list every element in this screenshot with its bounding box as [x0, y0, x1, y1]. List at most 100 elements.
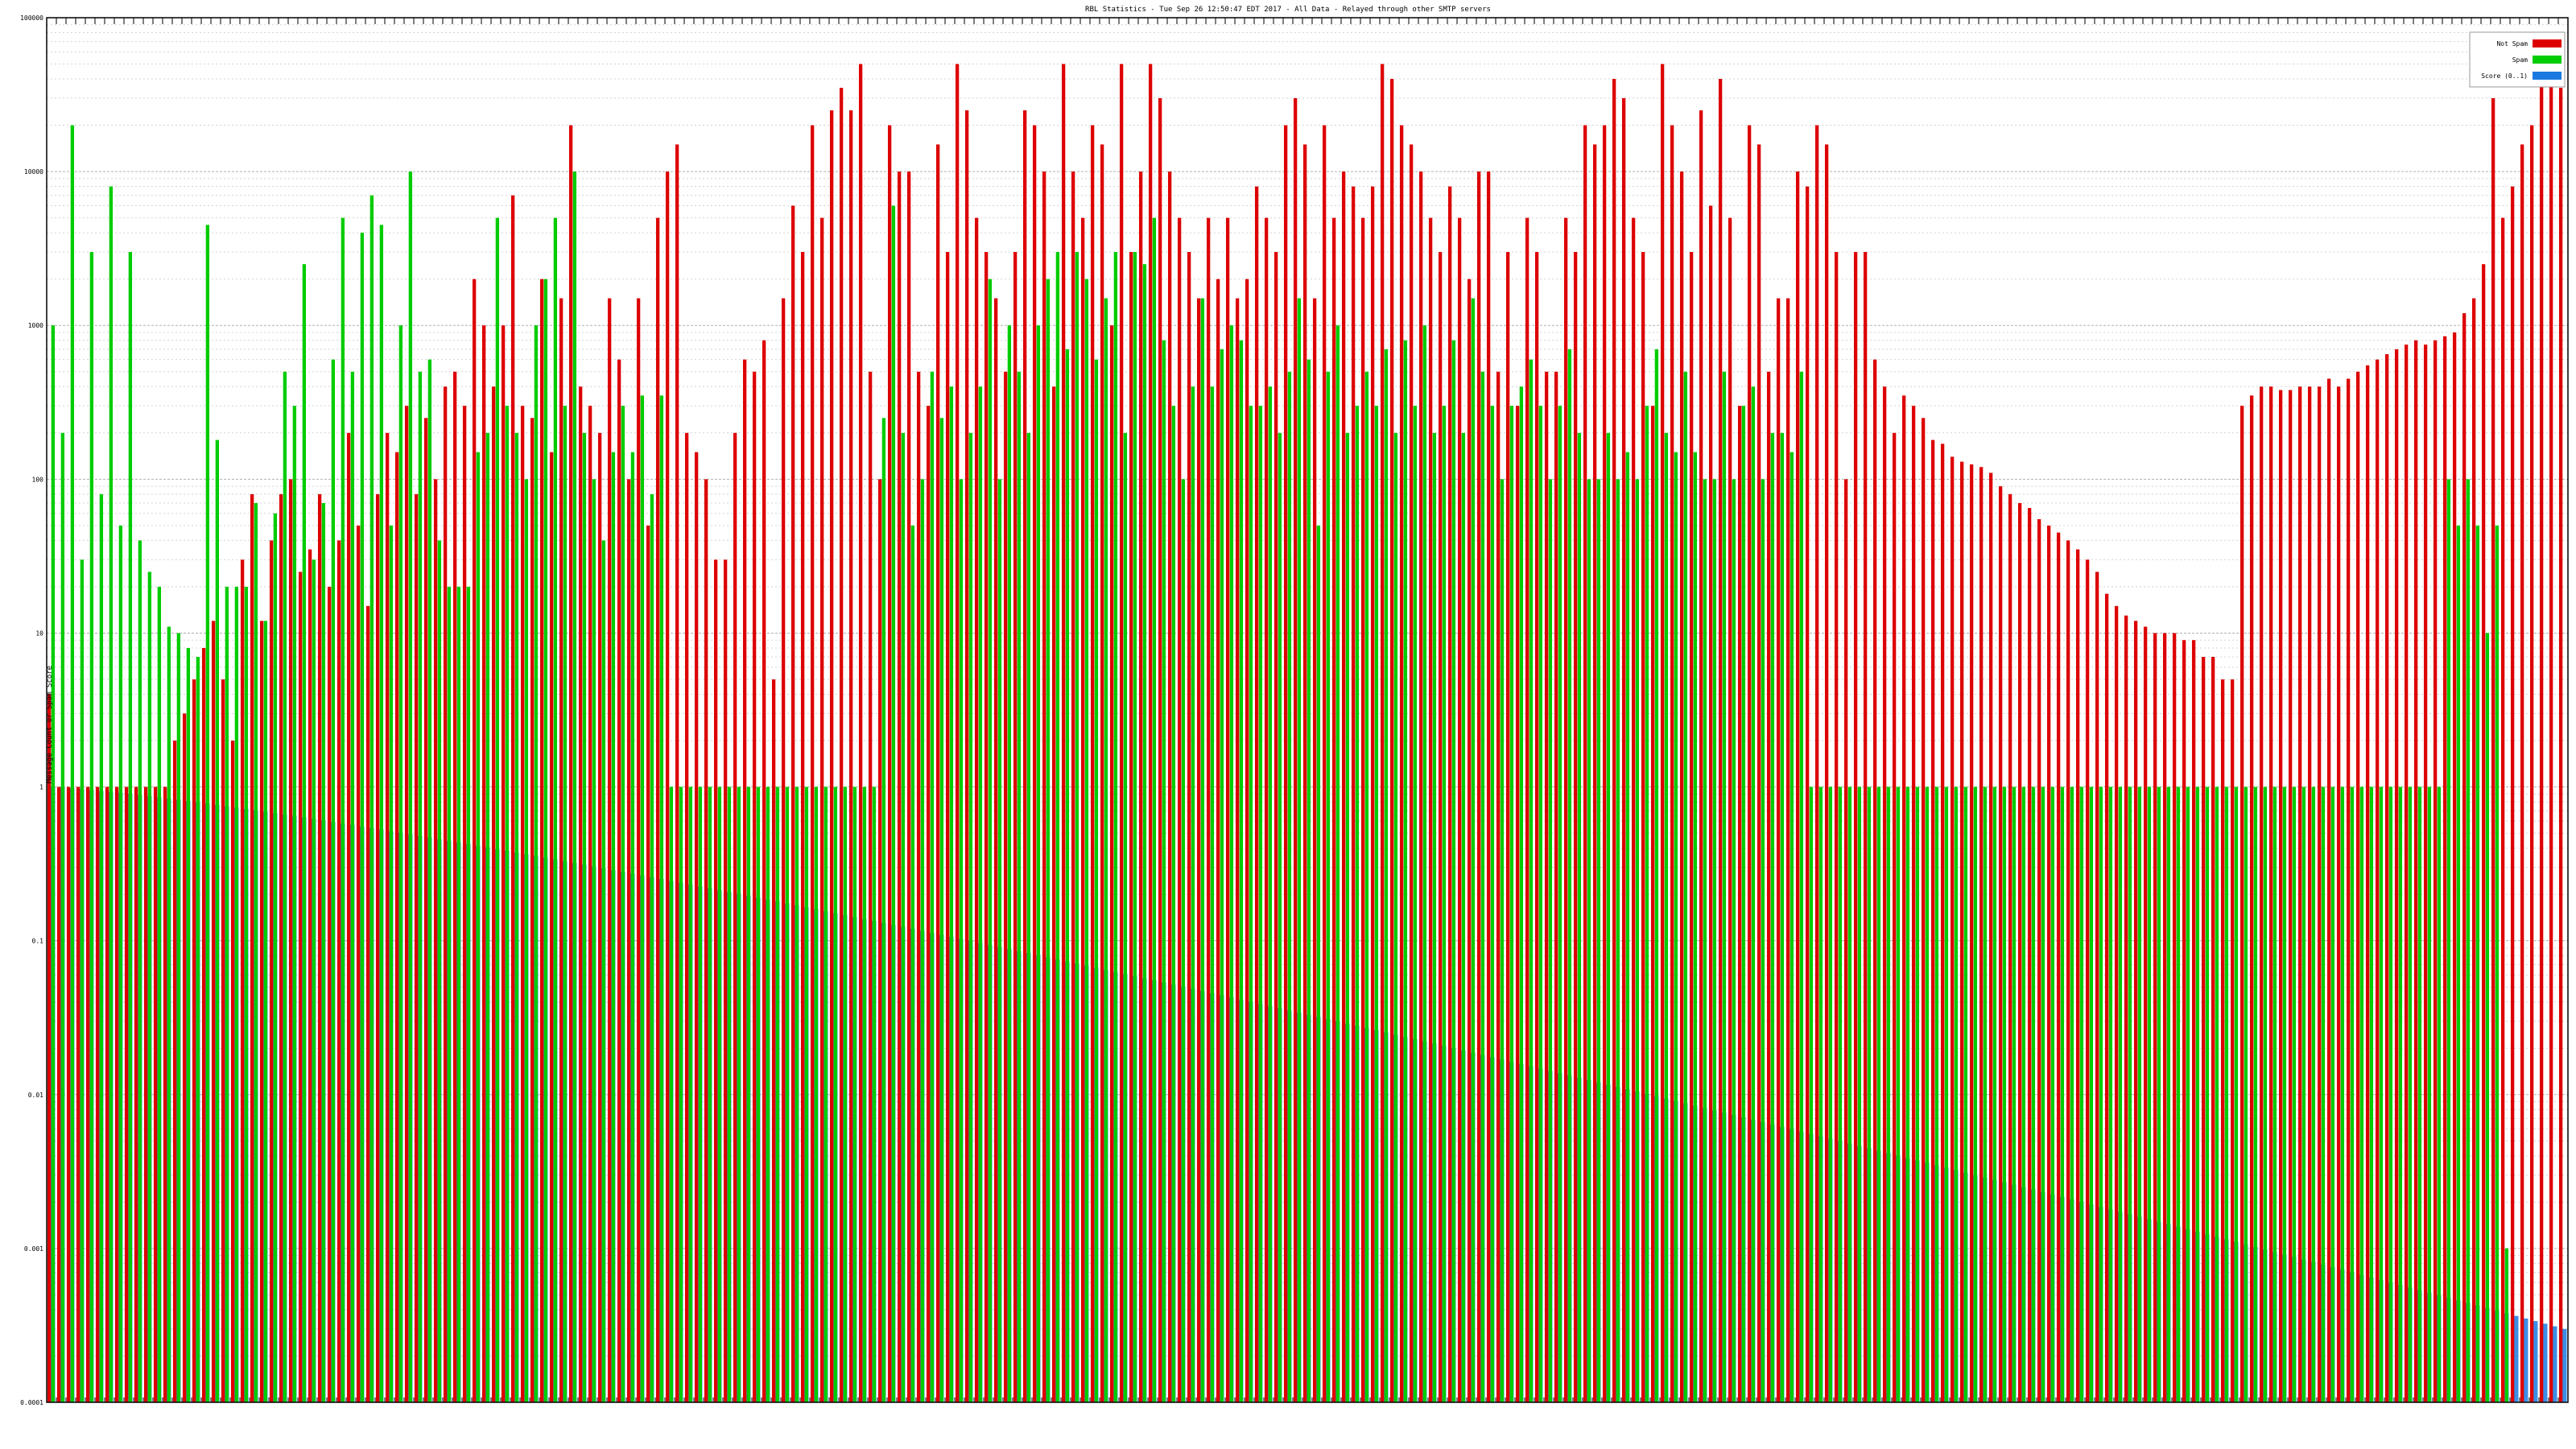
not-spam-bar — [2191, 640, 2196, 1402]
not-spam-bar — [2037, 518, 2041, 1402]
spam-bar — [1451, 340, 1456, 1402]
not-spam-bar — [1641, 252, 1645, 1402]
score-bar — [1370, 1030, 1379, 1402]
not-spam-bar — [2336, 386, 2341, 1403]
not-spam-bar — [2114, 605, 2119, 1402]
not-spam-bar — [221, 679, 225, 1402]
score-bar — [2549, 1326, 2557, 1402]
not-spam-bar — [675, 144, 679, 1402]
spam-bar — [1084, 279, 1089, 1403]
spam-bar — [1886, 786, 1891, 1402]
spam-bar — [872, 786, 877, 1402]
score-bar — [1418, 1041, 1427, 1402]
spam-bar — [427, 359, 432, 1402]
not-spam-bar — [2056, 532, 2061, 1402]
not-spam-bar — [2249, 395, 2254, 1402]
not-spam-bar — [472, 279, 477, 1403]
spam-bar — [118, 525, 123, 1402]
not-spam-bar — [2143, 626, 2148, 1402]
spam-bar — [476, 452, 481, 1402]
not-spam-bar — [1805, 186, 1810, 1402]
not-spam-bar — [1959, 461, 1964, 1402]
score-bar — [2510, 1315, 2519, 1402]
spam-bar — [2417, 786, 2422, 1402]
spam-bar — [196, 657, 200, 1402]
spam-bar — [621, 406, 625, 1402]
spam-bar — [2176, 786, 2181, 1402]
spam-bar — [988, 279, 993, 1403]
score-bar — [955, 939, 964, 1402]
not-spam-bar — [964, 110, 969, 1403]
not-spam-bar — [742, 359, 747, 1402]
spam-bar — [1944, 786, 1949, 1402]
spam-bar — [650, 493, 654, 1402]
spam-bar — [312, 559, 316, 1403]
spam-bar — [2253, 786, 2258, 1402]
not-spam-bar — [665, 171, 670, 1403]
spam-bar — [910, 525, 915, 1402]
not-spam-bar — [443, 386, 448, 1403]
not-spam-bar — [2288, 390, 2293, 1402]
spam-bar — [717, 786, 722, 1402]
spam-bar — [669, 786, 674, 1402]
spam-bar — [2128, 786, 2132, 1402]
spam-bar — [2321, 786, 2326, 1402]
spam-bar — [1693, 452, 1698, 1402]
spam-bar — [263, 621, 268, 1402]
not-spam-bar — [520, 406, 525, 1402]
score-bar — [1051, 959, 1060, 1402]
not-spam-bar — [1428, 217, 1433, 1402]
not-spam-bar — [1148, 64, 1153, 1403]
spam-bar — [833, 786, 838, 1402]
spam-bar — [1345, 432, 1350, 1402]
score-bar — [848, 917, 857, 1402]
spam-bar — [2504, 1248, 2509, 1402]
score-bar — [2558, 1328, 2567, 1402]
not-spam-bar — [626, 479, 631, 1403]
spam-bar — [447, 586, 452, 1402]
y-tick-label: 0.0001 — [20, 1399, 43, 1406]
spam-bar — [1065, 349, 1070, 1403]
not-spam-bar — [143, 786, 148, 1402]
not-spam-bar — [192, 679, 196, 1402]
y-axis-label: Message Count or Spam Score — [46, 666, 54, 783]
not-spam-bar — [2442, 336, 2447, 1402]
not-spam-bar — [288, 479, 293, 1403]
spam-bar — [2398, 786, 2403, 1402]
spam-bar — [630, 452, 635, 1402]
not-spam-bar — [1302, 144, 1307, 1402]
not-spam-bar — [568, 125, 573, 1402]
score-bar — [269, 813, 278, 1402]
not-spam-bar — [2394, 349, 2399, 1403]
score-bar — [1119, 973, 1128, 1402]
score-bar — [877, 923, 886, 1402]
spam-bar — [186, 647, 191, 1402]
spam-bar — [1674, 452, 1678, 1402]
spam-bar — [1026, 432, 1031, 1402]
not-spam-bar — [655, 217, 660, 1402]
spam-bar — [1181, 479, 1186, 1403]
spam-bar — [939, 418, 944, 1402]
spam-bar — [1654, 349, 1659, 1403]
score-bar — [1187, 989, 1195, 1402]
score-bar — [1274, 1008, 1282, 1402]
not-spam-bar — [1718, 79, 1723, 1402]
legend: Not Spam Spam Score (0..1) — [2469, 31, 2566, 88]
score-bar — [356, 826, 365, 1402]
not-spam-bar — [1138, 171, 1143, 1403]
spam-bar — [2340, 786, 2345, 1402]
score-bar — [897, 927, 906, 1402]
legend-label: Not Spam — [2496, 40, 2528, 47]
not-spam-bar — [906, 171, 911, 1403]
spam-bar — [1799, 371, 1804, 1402]
spam-bar — [1036, 325, 1041, 1403]
spam-bar — [225, 586, 229, 1402]
spam-bar — [1683, 371, 1688, 1402]
not-spam-bar — [1602, 125, 1607, 1402]
spam-bar — [611, 452, 616, 1402]
not-spam-bar — [1167, 171, 1172, 1403]
spam-bar — [1413, 406, 1418, 1402]
score-bar — [365, 828, 374, 1402]
spam-bar — [514, 432, 519, 1402]
spam-bar — [1258, 406, 1263, 1402]
